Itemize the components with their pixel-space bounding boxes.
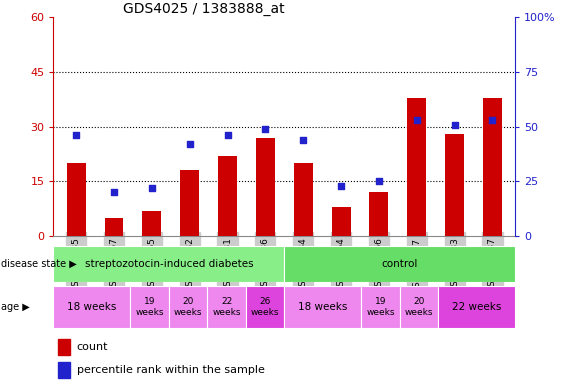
Bar (361, 286, 400, 328)
Bar (246, 286, 284, 328)
Bar (369, 192, 388, 236)
Bar (58, 362, 70, 378)
Bar (400, 286, 438, 328)
Text: 20
weeks: 20 weeks (174, 298, 202, 317)
Bar (445, 134, 464, 236)
Bar (180, 170, 199, 236)
Point (110, 189, 119, 195)
Bar (284, 246, 515, 282)
Text: 26
weeks: 26 weeks (251, 298, 279, 317)
Point (185, 141, 194, 147)
Text: control: control (382, 259, 418, 269)
Text: age ▶: age ▶ (1, 302, 29, 312)
Bar (332, 207, 351, 236)
Bar (438, 286, 515, 328)
Bar (105, 218, 123, 236)
Bar (131, 286, 169, 328)
Bar (256, 138, 275, 236)
Bar (218, 156, 237, 236)
Bar (58, 339, 70, 355)
Bar (483, 98, 502, 236)
Bar (284, 286, 361, 328)
Text: 19
weeks: 19 weeks (136, 298, 164, 317)
Point (148, 185, 157, 191)
Text: disease state ▶: disease state ▶ (1, 259, 77, 269)
Bar (53, 286, 131, 328)
Bar (207, 286, 246, 328)
Bar (53, 246, 284, 282)
Point (223, 132, 232, 139)
Bar (294, 163, 312, 236)
Text: percentile rank within the sample: percentile rank within the sample (77, 365, 265, 375)
Text: count: count (77, 342, 108, 352)
Text: 22 weeks: 22 weeks (452, 302, 502, 312)
Point (72, 132, 81, 139)
Point (299, 137, 308, 143)
Bar (142, 211, 162, 236)
Bar (407, 98, 426, 236)
Point (374, 179, 383, 185)
Point (337, 183, 346, 189)
Text: 20
weeks: 20 weeks (405, 298, 433, 317)
Text: GDS4025 / 1383888_at: GDS4025 / 1383888_at (123, 2, 284, 16)
Text: 22
weeks: 22 weeks (212, 298, 241, 317)
Text: 18 weeks: 18 weeks (298, 302, 347, 312)
Text: 18 weeks: 18 weeks (67, 302, 117, 312)
Text: streptozotocin-induced diabetes: streptozotocin-induced diabetes (84, 259, 253, 269)
Point (488, 117, 497, 123)
Bar (67, 163, 86, 236)
Point (412, 117, 421, 123)
Point (261, 126, 270, 132)
Text: 19
weeks: 19 weeks (367, 298, 395, 317)
Point (450, 121, 459, 127)
Bar (169, 286, 207, 328)
